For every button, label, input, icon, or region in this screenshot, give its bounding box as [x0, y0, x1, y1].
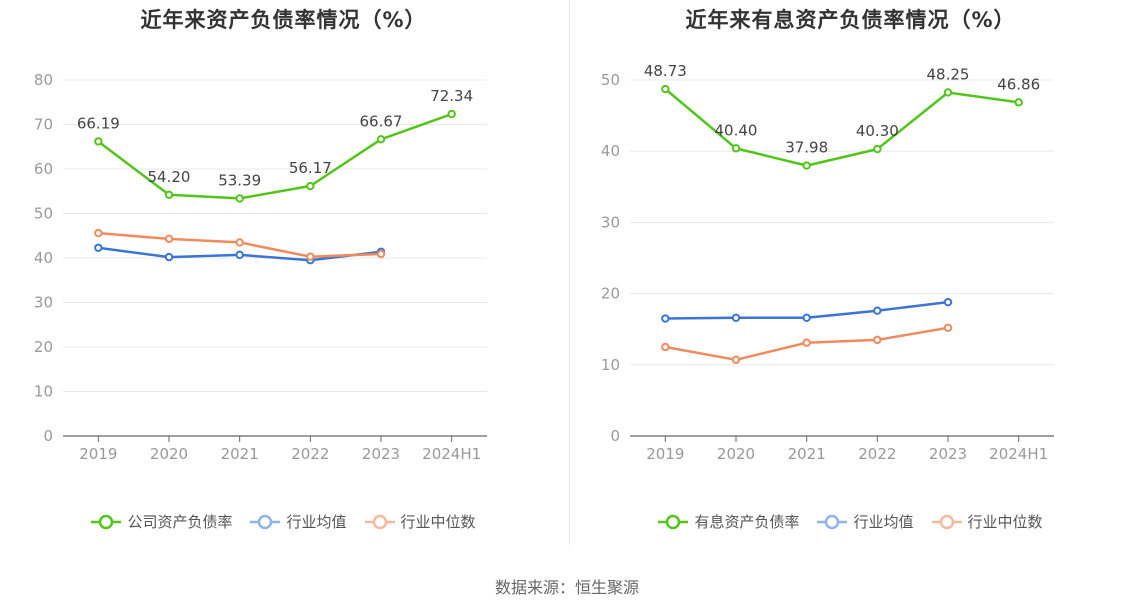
data-label: 66.67 [360, 112, 403, 130]
legend-label: 有息资产负债率 [694, 513, 800, 531]
legend-item[interactable]: 行业均值 [250, 511, 347, 532]
data-label: 48.73 [644, 62, 687, 80]
data-point [873, 335, 882, 345]
asset-liability-ratio-chart: 近年来资产负债率情况（%） 0 10 20 30 40 50 60 70 80 2019 2020 2… [0, 0, 567, 560]
data-label: 46.86 [997, 75, 1040, 93]
chart-legend: 有息资产负债率 行业均值 行业中位数 [567, 511, 1134, 532]
chart-divider [569, 0, 570, 545]
x-tick-label: 2019 [646, 445, 684, 463]
data-point [802, 338, 811, 347]
data-point [94, 228, 103, 238]
data-point [731, 313, 741, 323]
y-tick-label: 30 [34, 294, 53, 312]
data-label: 72.34 [430, 87, 473, 105]
data-label: 66.19 [77, 114, 120, 132]
legend-item[interactable]: 行业中位数 [931, 511, 1043, 532]
chart-title: 近年来资产负债率情况（%） [140, 8, 427, 32]
data-point [731, 355, 741, 365]
interest-bearing-liability-ratio-chart: 近年来有息资产负债率情况（%） 0 10 20 30 40 50 2019 2020 2021 2… [567, 0, 1134, 560]
legend-marker-icon [91, 514, 122, 529]
data-point [1014, 98, 1023, 107]
data-point [376, 249, 386, 259]
x-tick-label: 2024H1 [989, 445, 1048, 463]
y-tick-label: 0 [43, 427, 53, 445]
data-point [94, 243, 103, 252]
y-tick-label: 50 [601, 71, 620, 89]
data-label: 56.17 [289, 159, 332, 177]
data-point [661, 314, 670, 323]
data-source-note: 数据来源：恒生聚源 [494, 578, 639, 597]
legend-label: 行业中位数 [967, 513, 1043, 531]
x-tick-label: 2024H1 [422, 445, 481, 463]
series-line [664, 88, 1019, 167]
data-point [802, 313, 811, 323]
legend-item[interactable]: 行业均值 [817, 511, 914, 532]
data-point [376, 135, 386, 144]
legend-marker-icon [931, 514, 962, 529]
legend-marker-icon [658, 514, 689, 529]
x-tick-label: 2020 [150, 445, 188, 463]
x-tick-label: 2023 [362, 445, 400, 463]
y-tick-label: 50 [34, 205, 53, 223]
data-label: 53.39 [218, 171, 261, 189]
chart-plot-area: 0 10 20 30 40 50 60 70 80 2019 2020 2021 2022 2023 202… [34, 71, 487, 463]
data-point [447, 109, 456, 119]
y-tick-label: 60 [34, 160, 53, 178]
legend-label: 行业中位数 [400, 513, 476, 531]
legend-label: 公司资产负债率 [127, 513, 233, 531]
y-tick-label: 20 [601, 285, 620, 303]
data-label: 40.30 [856, 122, 899, 140]
data-point [164, 234, 174, 244]
data-point [802, 161, 811, 170]
series-line [97, 112, 453, 200]
data-point [306, 181, 315, 191]
data-point [235, 250, 244, 260]
data-point [873, 144, 882, 154]
x-tick-label: 2022 [858, 445, 896, 463]
data-point [661, 84, 670, 94]
data-label: 54.20 [148, 168, 191, 186]
chart-plot-area: 0 10 20 30 40 50 2019 2020 2021 2022 2023 2024H1 48.… [601, 62, 1054, 463]
data-point [94, 137, 103, 146]
y-tick-label: 10 [34, 383, 53, 401]
legend-label: 行业均值 [853, 513, 914, 531]
y-tick-label: 80 [34, 71, 53, 89]
legend-marker-icon [817, 514, 848, 529]
data-label: 37.98 [785, 139, 828, 157]
y-tick-label: 70 [34, 116, 53, 134]
legend-item[interactable]: 有息资产负债率 [658, 511, 799, 532]
data-label: 40.40 [715, 121, 758, 139]
data-point [943, 297, 953, 307]
data-point [306, 252, 315, 261]
y-tick-label: 40 [34, 249, 53, 267]
x-tick-label: 2021 [788, 445, 826, 463]
x-tick-label: 2022 [291, 445, 329, 463]
x-tick-label: 2023 [929, 445, 967, 463]
data-point [661, 342, 670, 352]
legend-item[interactable]: 行业中位数 [364, 511, 476, 532]
y-tick-label: 0 [610, 427, 620, 445]
data-point [873, 306, 882, 315]
x-tick-label: 2020 [717, 445, 755, 463]
chart-legend: 公司资产负债率 行业均值 行业中位数 [0, 511, 567, 532]
y-tick-label: 40 [601, 142, 620, 160]
data-point [235, 238, 244, 247]
x-tick-label: 2021 [221, 445, 259, 463]
data-point [235, 194, 244, 203]
data-point [164, 252, 174, 262]
chart-title: 近年来有息资产负债率情况（%） [685, 8, 1016, 32]
legend-item[interactable]: 公司资产负债率 [91, 511, 232, 532]
data-label: 48.25 [927, 65, 970, 83]
data-point [943, 88, 953, 97]
y-tick-label: 10 [601, 356, 620, 374]
data-point [731, 144, 741, 153]
y-tick-label: 20 [34, 338, 53, 356]
legend-marker-icon [250, 514, 281, 529]
legend-marker-icon [364, 514, 395, 529]
x-tick-label: 2019 [79, 445, 117, 463]
y-tick-label: 30 [601, 213, 620, 231]
data-point [164, 190, 174, 200]
legend-label: 行业均值 [286, 513, 347, 531]
data-point [943, 323, 953, 332]
